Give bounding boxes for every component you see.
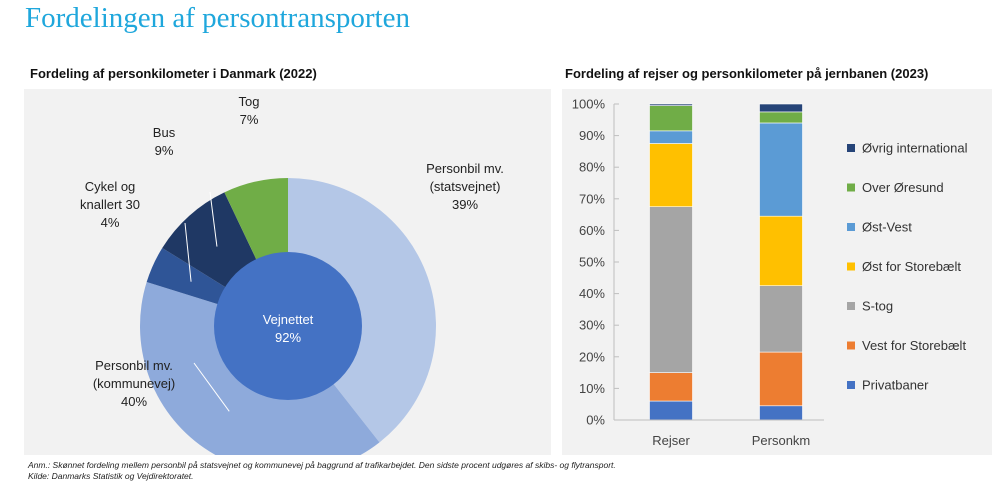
y-tick-label: 0%: [586, 413, 605, 428]
y-tick-label: 100%: [572, 97, 606, 112]
bar-rejser-over-oeresund: [649, 105, 693, 132]
leader-line-personbil-mv-kommunevej: [193, 362, 230, 412]
pie-label-personbil-mv-statsvejnet-1: (statsvejnet): [430, 179, 501, 194]
legend-label-oevrig-international: Øvrig international: [862, 141, 968, 156]
y-tick-label: 10%: [579, 381, 605, 396]
legend-swatch-oevrig-international: [847, 144, 855, 152]
y-tick-label: 30%: [579, 318, 605, 333]
legend-label-vest-for-storebaelt: Vest for Storebælt: [862, 338, 966, 353]
pie-label-cykel-og-knallert-30-2: 4%: [101, 215, 120, 230]
pie-center-value: 92%: [275, 330, 301, 345]
bar-rejser-privatbaner: [649, 400, 693, 421]
legend-label-over-oeresund: Over Øresund: [862, 180, 944, 195]
pie-slice-personbil-mv-statsvejnet: [288, 178, 436, 443]
pie-label-tog-0: Tog: [239, 94, 260, 109]
pie-center-vejnettet: [214, 252, 362, 400]
footnotes: Anm.: Skønnet fordeling mellem personbil…: [28, 460, 616, 482]
pie-label-personbil-mv-statsvejnet-2: 39%: [452, 197, 478, 212]
y-tick-label: 60%: [579, 223, 605, 238]
leader-line-cykel-og-knallert-30: [184, 222, 192, 282]
pie-label-personbil-mv-kommunevej-2: 40%: [121, 394, 147, 409]
bar-personkm-s-tog: [759, 285, 803, 353]
legend-swatch-s-tog: [847, 302, 855, 310]
bar-rejser-oest-vest: [649, 130, 693, 144]
x-category-label: Rejser: [652, 433, 690, 448]
y-tick-label: 50%: [579, 255, 605, 270]
stacked-bar-chart: 0% 10% 20% 30% 40% 50% 60% 70% 80% 90% 100% Rejser P…: [572, 97, 968, 449]
legend-swatch-vest-for-storebaelt: [847, 341, 855, 350]
pie-label-cykel-og-knallert-30-1: knallert 30: [80, 197, 140, 212]
pie-center-label: Vejnettet: [263, 312, 314, 327]
bar-personkm-oevrig-international: [759, 103, 803, 113]
pie-label-cykel-og-knallert-30-0: Cykel og: [85, 179, 136, 194]
x-category-label: Personkm: [752, 433, 811, 448]
note-anm: Anm.: Skønnet fordeling mellem personbil…: [28, 460, 616, 470]
legend-label-s-tog: S-tog: [862, 299, 893, 314]
bar-chart-panel: 0% 10% 20% 30% 40% 50% 60% 70% 80% 90% 100% Rejser P…: [562, 89, 992, 455]
note-kilde: Kilde: Danmarks Statistik og Vejdirektor…: [28, 471, 194, 481]
pie-chart: Personbil mv. (statsvejnet) 39% Personbil m…: [80, 94, 504, 475]
bar-rejser-oevrig-international: [649, 103, 693, 106]
bar-chart-title: Fordeling af rejser og personkilometer p…: [565, 66, 929, 81]
bar-rejser-oest-for-storebaelt: [649, 143, 693, 208]
y-tick-label: 20%: [579, 349, 605, 364]
y-tick-label: 90%: [579, 128, 605, 143]
bar-personkm-privatbaner: [759, 405, 803, 421]
pie-label-tog-1: 7%: [240, 112, 259, 127]
pie-chart-panel: Personbil mv. (statsvejnet) 39% Personbil m…: [24, 89, 551, 475]
bar-personkm-vest-for-storebaelt: [759, 351, 803, 407]
legend-label-oest-for-storebaelt: Øst for Storebælt: [862, 259, 961, 274]
legend-swatch-oest-vest: [847, 223, 855, 231]
legend-swatch-over-oeresund: [847, 183, 855, 192]
page-title: Fordelingen af persontransporten: [25, 2, 410, 34]
pie-label-personbil-mv-kommunevej-1: (kommunevej): [93, 376, 175, 391]
bar-rejser-vest-for-storebaelt: [649, 372, 693, 402]
leader-line-bus: [209, 191, 218, 247]
pie-label-personbil-mv-statsvejnet-0: Personbil mv.: [426, 161, 504, 176]
bar-personkm-over-oeresund: [759, 111, 803, 124]
legend-label-privatbaner: Privatbaner: [862, 378, 929, 393]
legend-swatch-oest-for-storebaelt: [847, 262, 855, 271]
legend-swatch-privatbaner: [847, 381, 855, 389]
y-tick-label: 40%: [579, 286, 605, 301]
bar-personkm-oest-vest: [759, 122, 803, 217]
y-tick-label: 80%: [579, 160, 605, 175]
y-tick-label: 70%: [579, 191, 605, 206]
pie-chart-title: Fordeling af personkilometer i Danmark (…: [30, 66, 317, 81]
bar-personkm-oest-for-storebaelt: [759, 215, 803, 286]
pie-label-bus-1: 9%: [155, 143, 174, 158]
legend-label-oest-vest: Øst-Vest: [862, 220, 912, 235]
pie-label-bus-0: Bus: [153, 125, 176, 140]
pie-label-personbil-mv-kommunevej-0: Personbil mv.: [95, 358, 173, 373]
bar-rejser-s-tog: [649, 206, 693, 373]
